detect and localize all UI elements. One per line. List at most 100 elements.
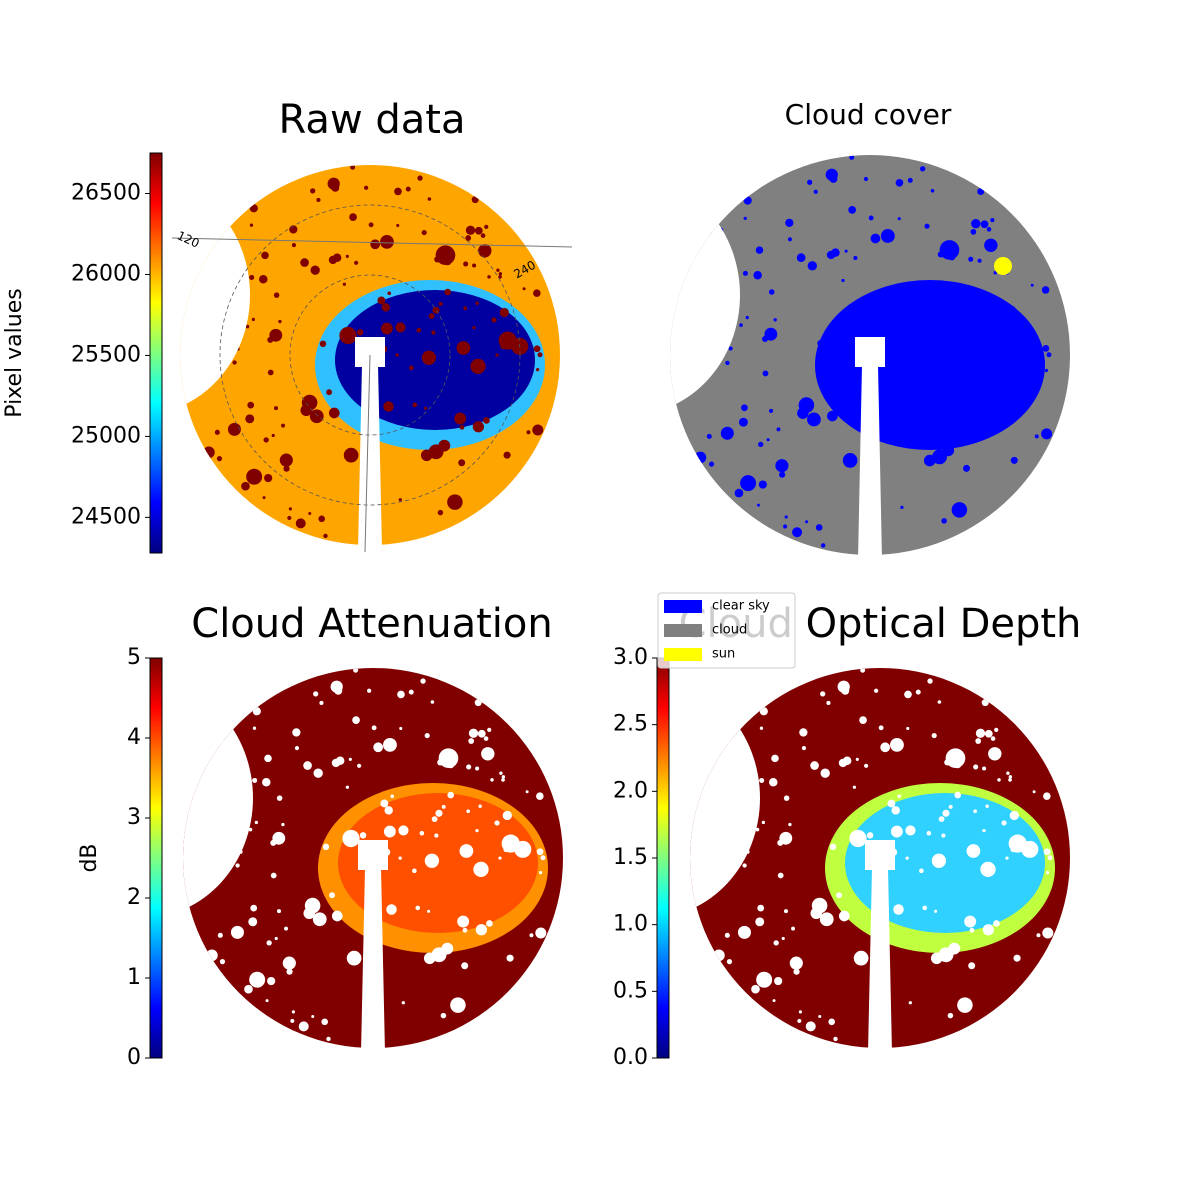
sky-spot	[788, 822, 792, 827]
sky-spot	[281, 822, 285, 827]
sky-spot	[980, 861, 996, 878]
sky-spot	[904, 690, 912, 699]
sky-spot	[966, 844, 981, 858]
sky-spot	[241, 481, 250, 491]
mast	[858, 365, 882, 560]
sky-spot	[248, 827, 253, 832]
sky-spot	[784, 515, 788, 519]
sky-spot	[424, 406, 428, 410]
sky-spot	[472, 263, 477, 268]
sky-spot	[535, 927, 547, 939]
sky-spot	[769, 408, 774, 413]
colorbar-tick-label: 0	[127, 1045, 141, 1070]
sky-spot	[304, 897, 321, 914]
sky-spot	[491, 317, 497, 323]
mast	[868, 868, 892, 1053]
sky-spot	[434, 833, 439, 838]
sky-spot	[769, 778, 778, 787]
sky-spot	[908, 1001, 912, 1005]
sky-spot	[321, 1018, 329, 1026]
sky-spot	[339, 326, 357, 345]
sky-spot	[1008, 778, 1012, 782]
sky-spot	[932, 449, 947, 465]
sky-spot	[762, 336, 768, 343]
sky-spot	[250, 904, 258, 912]
sky-spot	[245, 414, 255, 424]
sky-spot	[781, 936, 785, 941]
sky-spot	[419, 830, 425, 836]
colorbar-tick-label: 26000	[71, 261, 141, 286]
sky-spot	[895, 178, 904, 187]
sky-spot	[286, 968, 293, 975]
sky-spot	[501, 778, 505, 782]
sky-spot	[328, 407, 340, 419]
sky-spot	[859, 716, 867, 724]
sky-spot	[424, 853, 440, 868]
sky-spot	[893, 904, 904, 915]
sky-spot	[499, 307, 509, 318]
sky-spot	[751, 984, 760, 994]
sky-spot	[537, 352, 543, 358]
sky-spot	[762, 370, 769, 377]
sky-spot	[380, 234, 394, 249]
sky-spot	[759, 777, 765, 783]
sky-spot	[919, 326, 924, 332]
sky-spot	[319, 700, 324, 706]
sky-spot	[947, 1012, 954, 1019]
sky-spot	[470, 358, 486, 375]
sky-spot	[330, 680, 343, 693]
sky-spot	[915, 689, 921, 695]
sky-spot	[957, 997, 973, 1013]
sky-spot	[478, 804, 482, 808]
sky-spot	[874, 688, 879, 693]
sky-spot	[294, 746, 300, 751]
sky-spot	[712, 949, 725, 962]
sky-spot	[942, 299, 947, 304]
sky-spot	[427, 909, 431, 913]
polar-ring	[219, 204, 521, 506]
sky-spot	[490, 778, 494, 782]
colorbar	[149, 152, 163, 554]
sky-spot	[1034, 434, 1039, 439]
legend-swatch	[664, 624, 702, 637]
sky-spot	[783, 795, 790, 801]
colorbar-tick-label: 26500	[71, 180, 141, 205]
sky-spot	[900, 505, 904, 510]
sky-spot	[881, 321, 894, 334]
legend-label: cloud	[712, 623, 747, 638]
colorbar-tick-label: 4	[127, 725, 141, 750]
colorbar-tick-label: 2.0	[613, 778, 648, 803]
sky-spot	[354, 260, 359, 265]
sky-spot	[934, 909, 938, 913]
sky-spot	[745, 315, 749, 320]
sky-spot	[267, 976, 276, 986]
sky-spot	[487, 727, 492, 733]
sky-spot	[848, 206, 857, 214]
colorbar-label: dB	[77, 843, 102, 872]
sky-spot	[481, 747, 495, 761]
sky-spot	[310, 265, 320, 275]
sky-spot	[942, 809, 950, 817]
sky-spot	[977, 187, 985, 195]
sky-spot	[267, 336, 274, 343]
sky-spot	[480, 233, 486, 238]
sky-spot	[246, 468, 263, 485]
sky-spot	[356, 329, 364, 336]
sky-spot	[706, 433, 712, 439]
horizon-cut	[183, 678, 253, 918]
sky-spot	[813, 189, 818, 194]
sky-spot	[444, 288, 452, 296]
sky-spot	[759, 707, 768, 716]
sky-spot	[274, 936, 278, 941]
sky-spot	[245, 324, 250, 329]
sky-spot	[498, 272, 503, 276]
blocker	[358, 840, 388, 870]
sky-spot	[1047, 855, 1053, 861]
sky-spot	[789, 956, 803, 970]
sky-spot	[1041, 286, 1050, 294]
sky-spot	[219, 959, 226, 965]
sky-spot	[503, 451, 511, 459]
sky-spot	[1019, 337, 1037, 355]
sky-spot	[486, 920, 493, 927]
sky-spot	[357, 763, 362, 768]
